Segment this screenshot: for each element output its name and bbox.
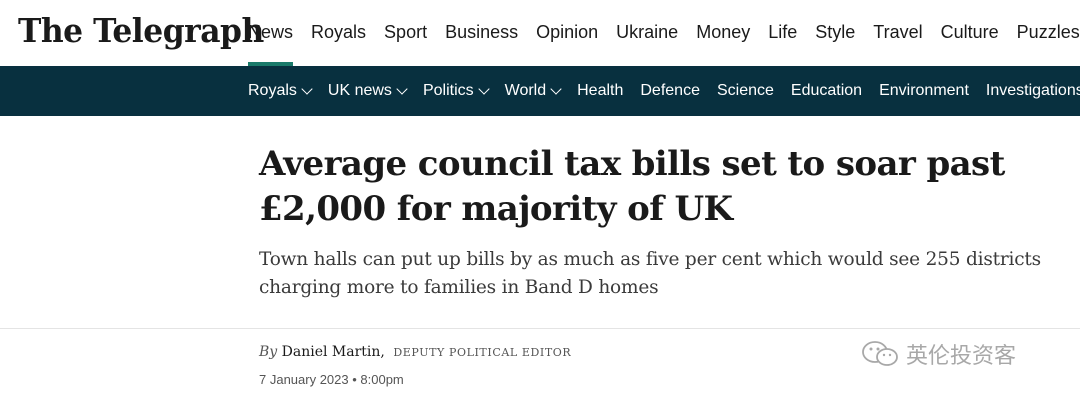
nav-item-travel[interactable]: Travel: [873, 22, 923, 42]
section-nav-investigations[interactable]: Investigations: [986, 66, 1080, 116]
watermark: 英伦投资客: [860, 337, 1016, 371]
chevron-down-icon: [301, 82, 313, 95]
section-nav-world[interactable]: World: [504, 66, 562, 116]
byline-prefix: By: [259, 344, 278, 360]
nav-item-ukraine[interactable]: Ukraine: [616, 22, 679, 42]
section-nav-label: Defence: [640, 82, 700, 99]
section-nav-politics[interactable]: Politics: [422, 66, 490, 116]
section-nav-science[interactable]: Science: [717, 66, 774, 116]
watermark-text: 英伦投资客: [906, 344, 1017, 369]
chevron-down-icon: [396, 82, 408, 95]
section-nav-label: Health: [577, 82, 624, 99]
article-standfirst: Town halls can put up bills by as much a…: [259, 249, 1041, 298]
nav-item-life[interactable]: Life: [768, 22, 798, 42]
section-nav-bar: Royals UK news Politics World Health Defence S…: [0, 66, 1080, 116]
chevron-down-icon: [550, 82, 562, 95]
author-link[interactable]: Daniel Martin,: [281, 344, 385, 360]
nav-item-sport[interactable]: Sport: [384, 22, 428, 42]
section-nav-health[interactable]: Health: [577, 66, 623, 116]
chevron-down-icon: [477, 82, 490, 95]
section-nav-education[interactable]: Education: [791, 66, 862, 116]
article-headline: Average council tax bills set to soar pa…: [259, 144, 1005, 229]
nav-item-puzzles[interactable]: Puzzles: [1016, 22, 1080, 42]
nav-item-money[interactable]: Money: [696, 22, 751, 42]
section-nav-uk-news[interactable]: UK news: [327, 66, 408, 116]
author-role: DEPUTY POLITICAL EDITOR: [393, 346, 572, 359]
nav-item-business[interactable]: Business: [445, 22, 519, 42]
section-nav-environment[interactable]: Environment: [879, 66, 969, 116]
main-nav: News Royals Sport Business Opinion Ukraine Mon…: [248, 0, 1080, 66]
section-nav-royals[interactable]: Royals: [248, 66, 313, 116]
nav-item-culture[interactable]: Culture: [940, 22, 999, 42]
section-nav-label: Royals: [248, 82, 297, 99]
section-nav-label: Politics: [422, 82, 474, 99]
nav-item-style[interactable]: Style: [815, 22, 856, 42]
nav-item-royals[interactable]: Royals: [311, 22, 367, 42]
section-nav-label: World: [504, 82, 547, 99]
byline: By Daniel Martin, DEPUTY POLITICAL EDITO…: [259, 344, 571, 360]
nav-item-news[interactable]: News: [248, 0, 294, 66]
section-nav-label: Science: [716, 82, 774, 99]
section-nav-label: Investigations: [985, 82, 1080, 99]
nav-item-opinion[interactable]: Opinion: [536, 22, 599, 42]
publish-date: 7 January 2023 • 8:00pm: [259, 372, 404, 387]
section-nav-label: Education: [790, 82, 863, 99]
site-logo[interactable]: The Telegraph: [18, 11, 264, 50]
section-nav: Royals UK news Politics World Health Defence S…: [248, 66, 1080, 116]
divider: [0, 328, 1080, 329]
top-header: The Telegraph News Royals Sport Business Opi…: [0, 0, 1080, 66]
section-nav-defence[interactable]: Defence: [640, 66, 700, 116]
section-nav-label: Environment: [879, 82, 969, 99]
section-nav-label: UK news: [327, 82, 392, 99]
wechat-icon: [862, 341, 898, 366]
